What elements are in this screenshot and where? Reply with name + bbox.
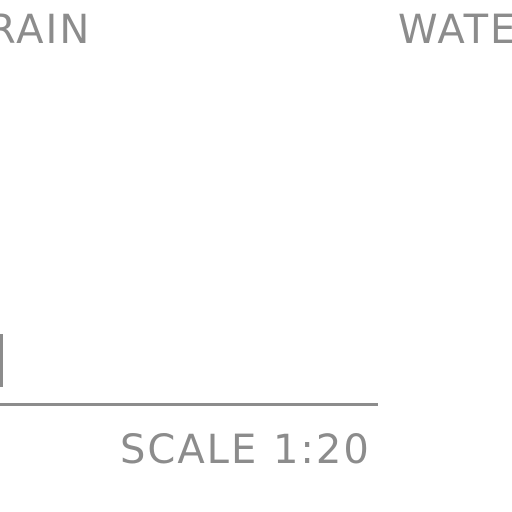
drain-label: RAIN — [0, 7, 92, 53]
scale-bar-line — [0, 403, 378, 406]
vertical-tick-line — [0, 334, 3, 387]
scale-label: SCALE 1:20 — [120, 427, 371, 473]
water-label: WATE — [398, 7, 512, 53]
